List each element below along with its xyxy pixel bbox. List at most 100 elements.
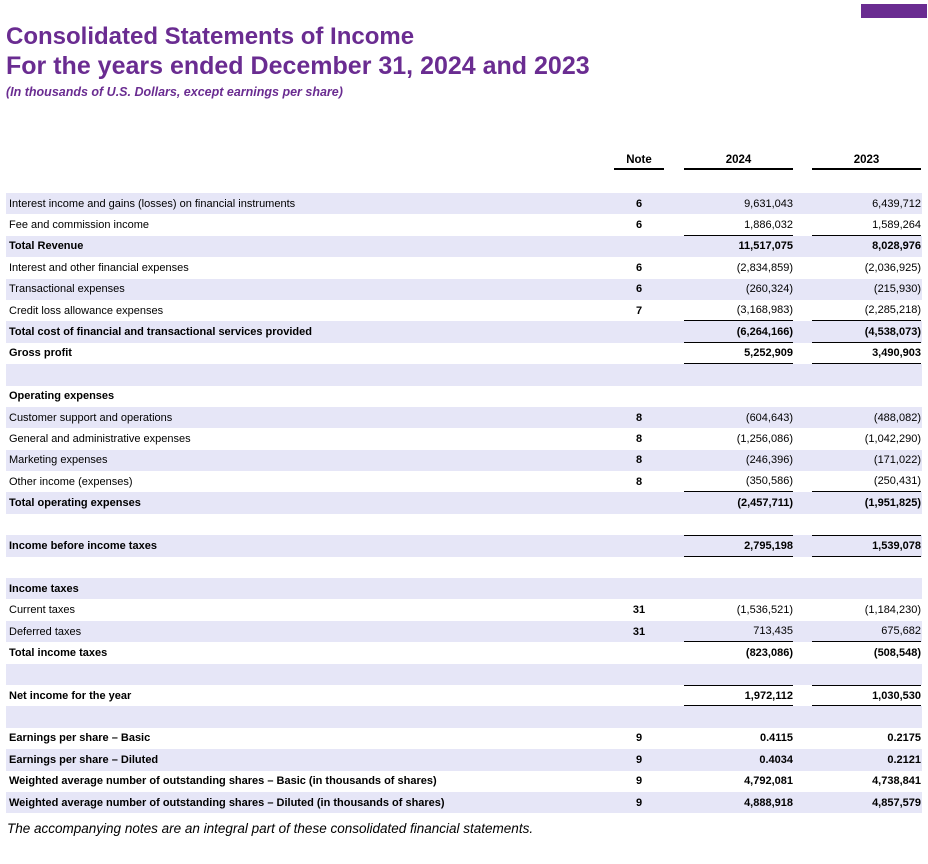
column-gap [921, 664, 922, 685]
row-label: Operating expenses [9, 390, 115, 403]
table-row [6, 364, 922, 386]
row-value-2024: (2,834,859) [736, 261, 793, 274]
row-note-value: 9 [635, 796, 643, 809]
column-gap [664, 214, 684, 235]
column-gap [793, 535, 812, 556]
column-gap [664, 535, 684, 556]
column-gap [921, 706, 922, 727]
row-label: Other income (expenses) [9, 475, 133, 488]
row-note-value [614, 685, 664, 706]
row-label: Interest income and gains (losses) on fi… [9, 197, 296, 210]
column-gap [921, 386, 922, 407]
row-value-2023: (508,548) [873, 646, 921, 659]
row-note-value: 8 [635, 411, 643, 424]
table-row: Current taxes 31 (1,536,521) (1,184,230) [6, 599, 922, 620]
column-gap [793, 279, 812, 300]
column-gap [664, 279, 684, 300]
column-gap [793, 321, 812, 342]
column-gap [921, 728, 922, 749]
row-label: Earnings per share – Diluted [9, 753, 159, 766]
column-gap [664, 514, 684, 535]
column-gap [921, 471, 922, 492]
column-gap [793, 450, 812, 471]
row-label: Credit loss allowance expenses [9, 304, 164, 317]
accompanying-notes-footnote: The accompanying notes are an integral p… [7, 821, 534, 836]
column-gap [921, 364, 922, 385]
row-note-value [614, 706, 664, 727]
row-value-2024: 0.4034 [759, 753, 793, 766]
row-value-2023: (250,431) [812, 471, 921, 493]
column-gap [921, 578, 922, 599]
row-value-2023 [812, 578, 921, 599]
table-row: Earnings per share – Basic 9 0.4115 0.21… [6, 728, 922, 749]
column-gap [793, 642, 812, 663]
row-value-2024 [684, 514, 793, 535]
column-gap [793, 771, 812, 792]
column-gap [793, 514, 812, 535]
row-value-2023: (4,538,073) [812, 321, 921, 343]
column-gap [664, 471, 684, 492]
title-block: Consolidated Statements of Income For th… [6, 23, 590, 101]
row-value-2023 [812, 514, 921, 535]
row-value-2023: (1,042,290) [864, 432, 921, 445]
table-row: Transactional expenses 6 (260,324) (215,… [6, 278, 922, 300]
table-row: Income taxes [6, 578, 922, 600]
table-row [6, 663, 922, 685]
row-note-value: 9 [635, 732, 643, 745]
row-value-2023: (171,022) [873, 454, 921, 467]
row-value-2023: 3,490,903 [812, 343, 921, 365]
row-value-2024: (604,643) [745, 411, 793, 424]
column-gap [664, 792, 684, 813]
column-gap [664, 257, 684, 278]
column-gap [921, 300, 922, 321]
row-value-2023 [812, 706, 921, 727]
row-note-value [614, 386, 664, 407]
row-value-2023: 0.2121 [887, 753, 921, 766]
column-gap [664, 706, 684, 727]
row-value-2024: (1,536,521) [736, 604, 793, 617]
column-gap [664, 407, 684, 428]
row-value-2023: (488,082) [873, 411, 921, 424]
column-gap [793, 193, 812, 214]
column-gap [664, 236, 684, 257]
column-gap [921, 343, 922, 364]
table-row: Net income for the year 1,972,112 1,030,… [6, 684, 922, 707]
column-gap [921, 557, 922, 578]
column-gap [793, 706, 812, 727]
table-row [6, 557, 922, 578]
row-value-2024 [684, 386, 793, 407]
table-row: Total cost of financial and transactiona… [6, 321, 922, 343]
row-value-2023 [812, 386, 921, 407]
row-value-2024: 2,795,198 [684, 535, 793, 557]
row-label: Total Revenue [9, 240, 84, 253]
row-note-value: 6 [635, 197, 643, 210]
column-gap [793, 407, 812, 428]
column-gap [921, 407, 922, 428]
row-label: Weighted average number of outstanding s… [9, 796, 445, 809]
column-gap [664, 771, 684, 792]
column-gap [921, 279, 922, 300]
row-note-value [614, 492, 664, 513]
table-row: Gross profit 5,252,909 3,490,903 [6, 343, 922, 365]
column-gap [793, 300, 812, 321]
row-note-value [614, 321, 664, 342]
row-value-2024: 5,252,909 [684, 343, 793, 365]
row-value-2024: (3,168,983) [684, 300, 793, 322]
row-value-2024: (2,457,711) [737, 497, 793, 510]
column-gap [664, 364, 684, 385]
row-value-2023: (2,036,925) [864, 261, 921, 274]
row-value-2023: 0.2175 [887, 732, 921, 745]
column-gap [793, 664, 812, 685]
row-label [6, 514, 614, 535]
column-gap [664, 621, 684, 642]
column-gap [921, 257, 922, 278]
row-note-value: 31 [632, 604, 646, 617]
row-note-value [614, 514, 664, 535]
row-note-value: 8 [635, 475, 643, 488]
row-value-2023: (2,285,218) [812, 300, 921, 322]
row-label: Transactional expenses [9, 283, 125, 296]
column-gap [793, 471, 812, 492]
row-note-value: 6 [635, 283, 643, 296]
row-note-value: 31 [632, 625, 646, 638]
row-value-2023 [812, 364, 921, 385]
